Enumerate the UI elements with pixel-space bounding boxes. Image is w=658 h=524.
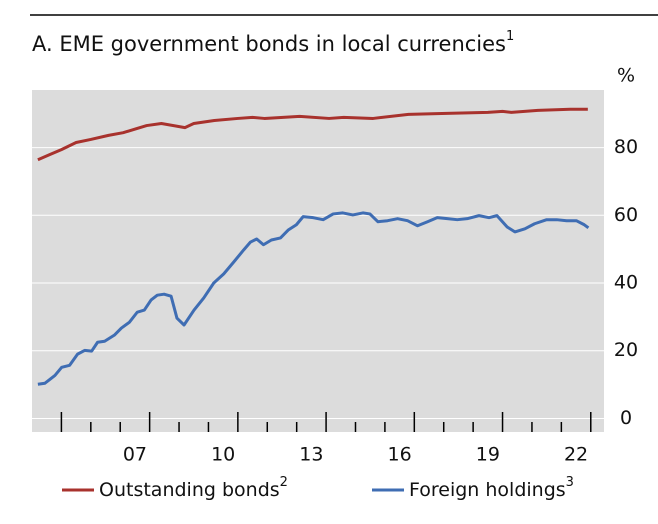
- legend-note: 3: [566, 475, 574, 490]
- x-tick-label: 22: [564, 444, 588, 466]
- legend-note: 2: [280, 475, 288, 490]
- y-tick-label: 0: [620, 407, 632, 429]
- y-tick-label: 60: [614, 204, 638, 226]
- title-text: A. EME government bonds in local currenc…: [32, 32, 506, 56]
- x-tick-label: 13: [299, 444, 323, 466]
- title-note: 1: [506, 29, 514, 44]
- legend-label: Foreign holdings: [409, 479, 566, 501]
- y-tick-label: 80: [614, 136, 638, 158]
- x-tick-label: 16: [388, 444, 412, 466]
- x-tick-label: 19: [476, 444, 500, 466]
- series-line: [37, 211, 590, 386]
- chart-title: A. EME government bonds in local currenc…: [32, 29, 514, 57]
- y-tick-label: 40: [614, 272, 638, 294]
- y-unit: %: [617, 65, 635, 87]
- series-line: [37, 107, 588, 162]
- legend-entry: Outstanding bonds2: [99, 475, 288, 501]
- x-tick-label: 07: [123, 444, 147, 466]
- legend-label: Outstanding bonds: [99, 479, 280, 501]
- y-tick-label: 20: [614, 339, 638, 361]
- legend-entry: Foreign holdings3: [409, 475, 574, 501]
- plot-background: [32, 90, 604, 432]
- x-tick-label: 10: [211, 444, 235, 466]
